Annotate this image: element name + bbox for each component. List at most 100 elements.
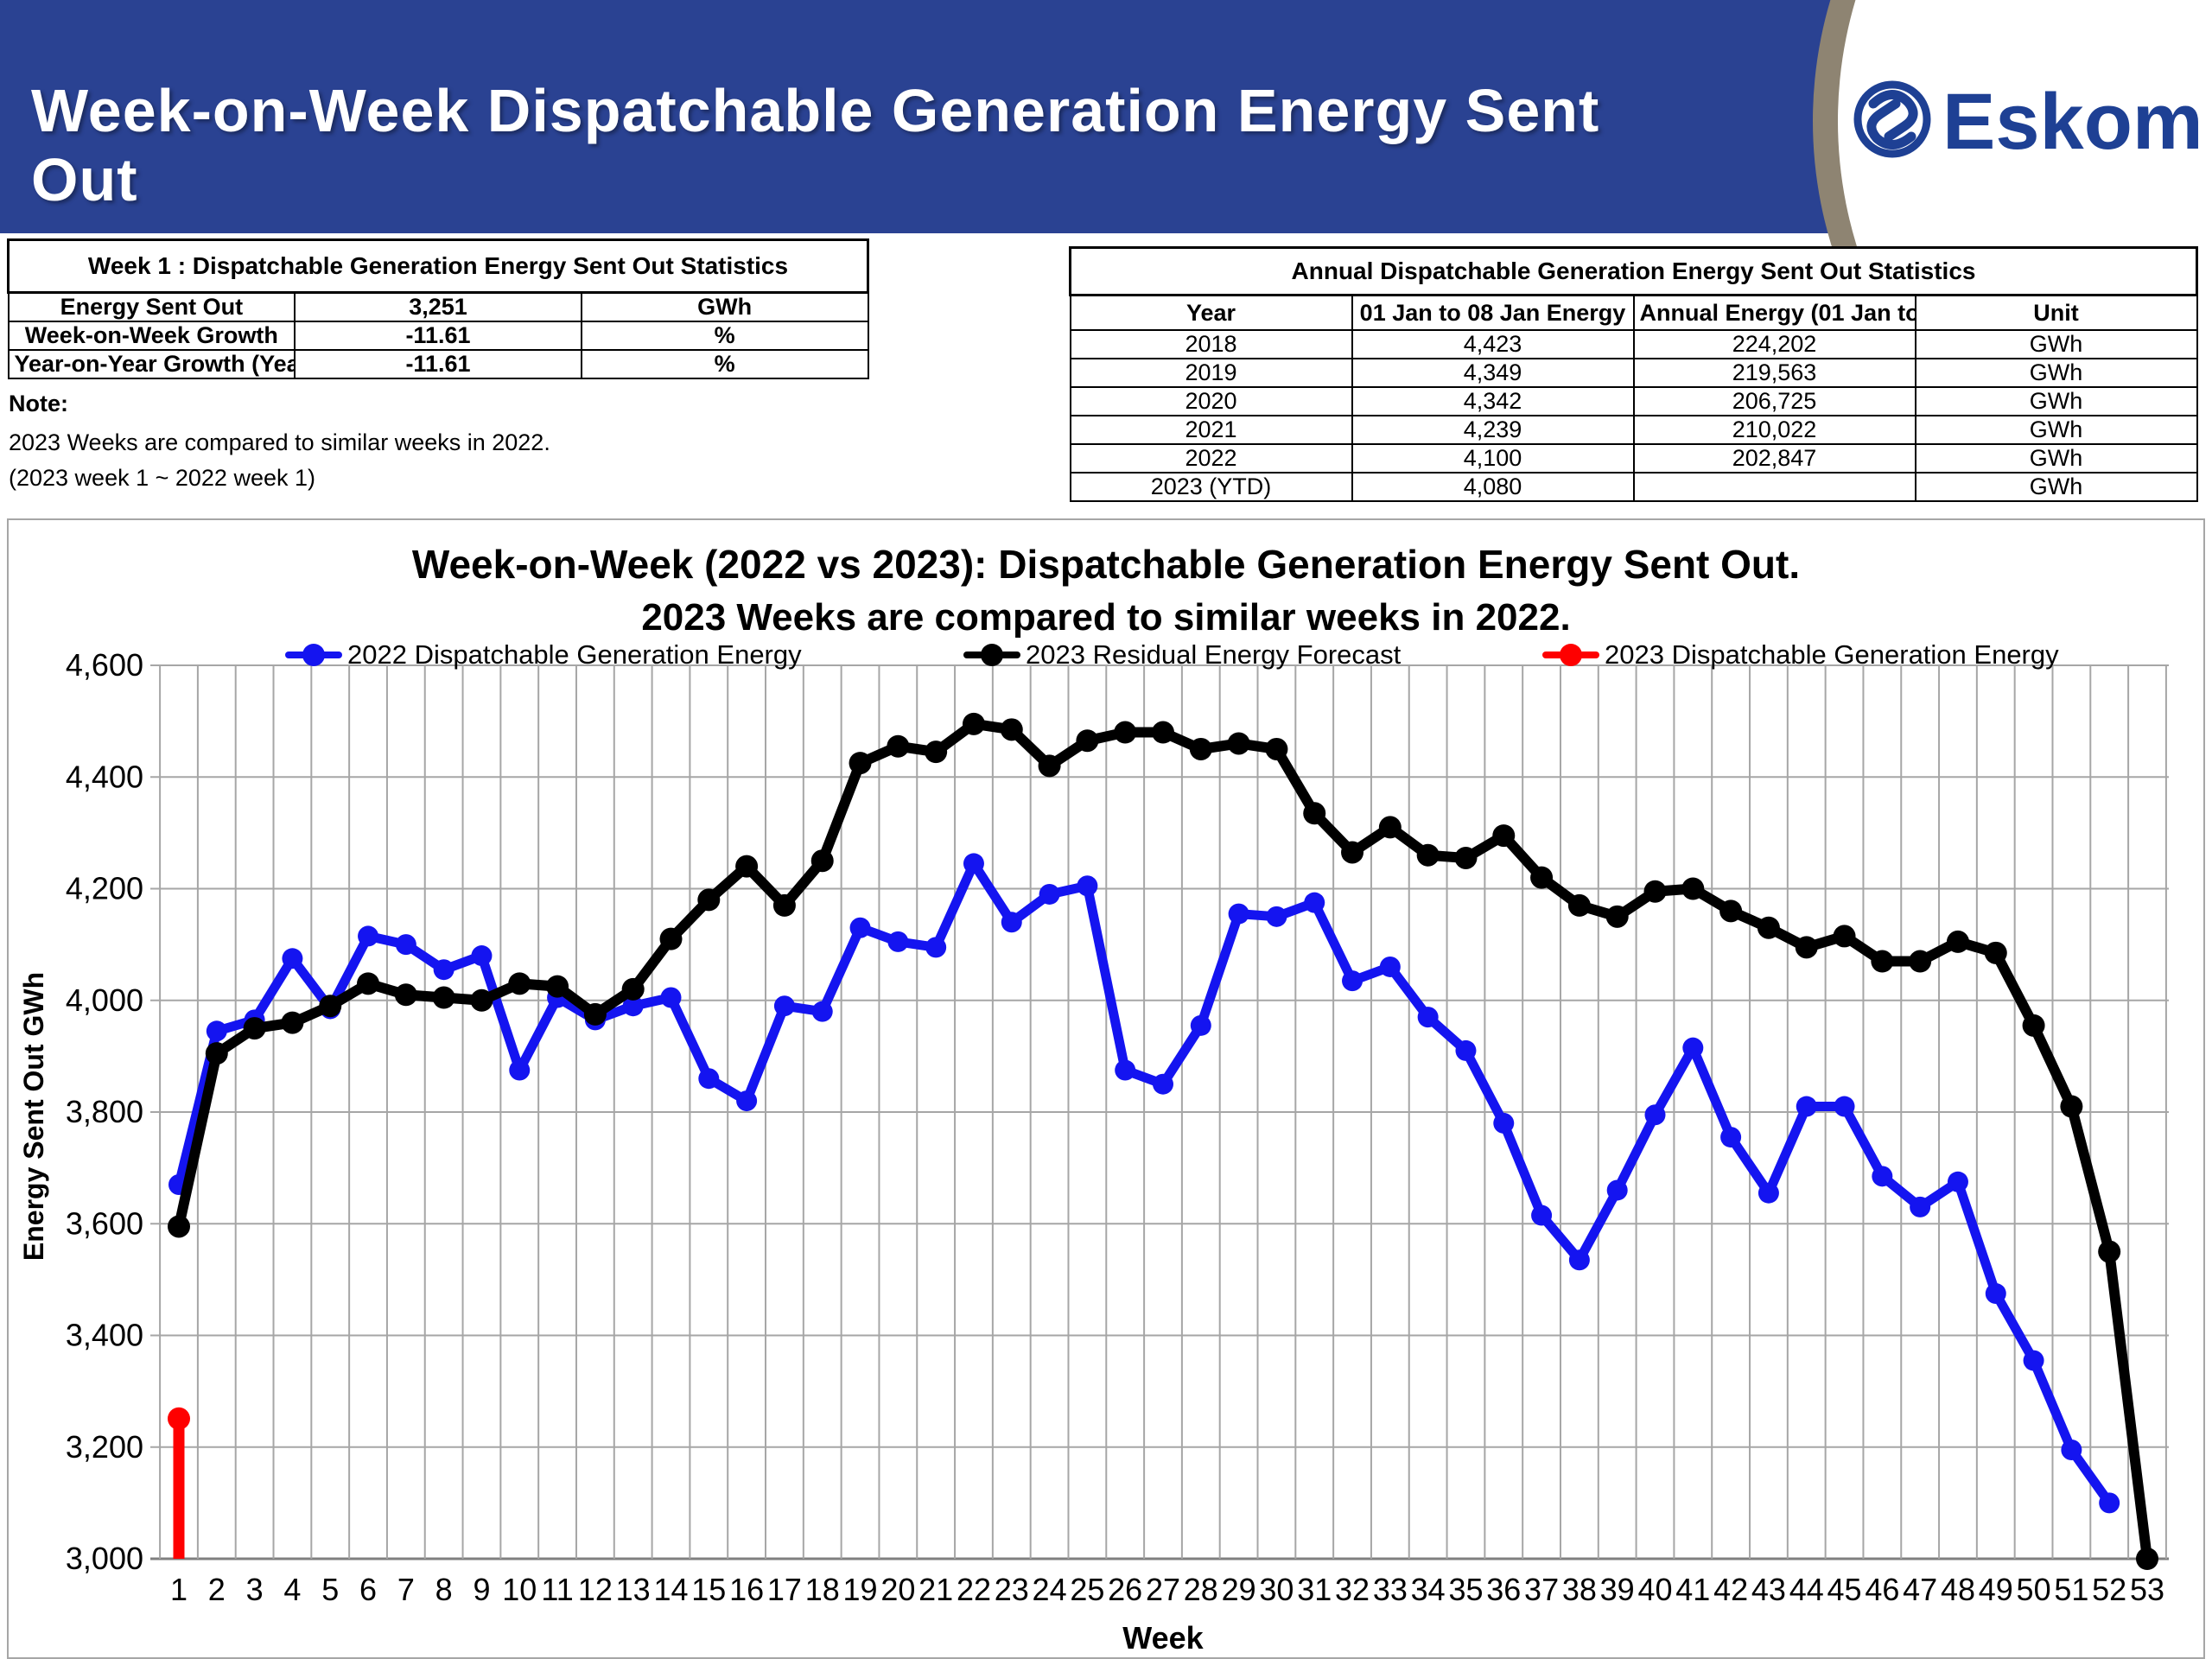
note-line: (2023 week 1 ~ 2022 week 1) — [9, 465, 315, 491]
annual-energy: 210,022 — [1632, 415, 1916, 445]
svg-text:10: 10 — [502, 1572, 537, 1607]
svg-text:21: 21 — [918, 1572, 953, 1607]
svg-text:3,200: 3,200 — [66, 1429, 143, 1465]
week-row-unit: % — [580, 321, 869, 351]
table-row: 2020 4,342 206,725 GWh — [1069, 386, 2198, 416]
series-0 — [168, 853, 2120, 1514]
svg-text:15: 15 — [691, 1572, 726, 1607]
svg-text:16: 16 — [729, 1572, 764, 1607]
svg-text:8: 8 — [435, 1572, 453, 1607]
week-row-value: 3,251 — [294, 291, 582, 322]
annual-energy: 202,847 — [1632, 443, 1916, 474]
svg-text:37: 37 — [1524, 1572, 1559, 1607]
week-row-unit: % — [580, 349, 869, 379]
note-block: Note: 2023 Weeks are compared to similar… — [9, 391, 550, 492]
annual-energy: 206,725 — [1632, 386, 1916, 416]
eskom-logo: Eskom — [1806, 0, 2212, 545]
gridlines — [150, 664, 2169, 1560]
annual-year: 2018 — [1069, 329, 1353, 359]
annual-unit: GWh — [1914, 415, 2198, 445]
legend-label: 2023 Residual Energy Forecast — [1026, 639, 1402, 670]
svg-text:43: 43 — [1751, 1572, 1786, 1607]
annual-unit: GWh — [1914, 386, 2198, 416]
svg-text:11: 11 — [541, 1572, 573, 1607]
svg-text:41: 41 — [1675, 1572, 1710, 1607]
week-row-unit: GWh — [580, 291, 869, 322]
annual-jan-energy: 4,349 — [1351, 358, 1635, 388]
week-statistics-table: Week 1 : Dispatchable Generation Energy … — [7, 238, 869, 379]
svg-text:40: 40 — [1637, 1572, 1672, 1607]
svg-text:51: 51 — [2054, 1572, 2088, 1607]
annual-jan-energy: 4,080 — [1351, 472, 1635, 502]
svg-text:20: 20 — [880, 1572, 915, 1607]
svg-text:4,400: 4,400 — [66, 759, 143, 794]
svg-text:14: 14 — [653, 1572, 688, 1607]
svg-text:27: 27 — [1146, 1572, 1180, 1607]
table-row: 2019 4,349 219,563 GWh — [1069, 358, 2198, 388]
svg-text:6: 6 — [359, 1572, 377, 1607]
svg-text:12: 12 — [578, 1572, 613, 1607]
legend-label: 2022 Dispatchable Generation Energy — [347, 639, 802, 670]
svg-text:39: 39 — [1600, 1572, 1635, 1607]
table-header-row: Year 01 Jan to 08 Jan Energy Annual Ener… — [1069, 294, 2198, 331]
legend-item-2022: 2022 Dispatchable Generation Energy — [285, 638, 802, 672]
svg-text:36: 36 — [1486, 1572, 1521, 1607]
eskom-emblem-icon — [1853, 80, 1931, 158]
chart-title: Week-on-Week (2022 vs 2023): Dispatchabl… — [411, 542, 1801, 587]
table-row: 2021 4,239 210,022 GWh — [1069, 415, 2198, 445]
chart-panel: 3,000 3,200 3,400 3,600 3,800 4,000 4,200 4,400… — [7, 518, 2205, 1659]
series-2 — [168, 1407, 190, 1559]
svg-text:38: 38 — [1562, 1572, 1597, 1607]
annual-year: 2020 — [1069, 386, 1353, 416]
y-axis-label: Energy Sent Out GWh — [18, 972, 49, 1261]
annual-jan-energy: 4,342 — [1351, 386, 1635, 416]
svg-text:31: 31 — [1297, 1572, 1332, 1607]
week-row-label: Week-on-Week Growth — [7, 321, 296, 351]
y-axis-ticks: 3,000 3,200 3,400 3,600 3,800 4,000 4,200 4,400… — [66, 647, 143, 1576]
series-1 — [168, 712, 2158, 1570]
annual-year: 2022 — [1069, 443, 1353, 474]
svg-text:47: 47 — [1903, 1572, 1937, 1607]
week-row-label: Energy Sent Out — [7, 291, 296, 322]
legend-marker-2023-actual — [1542, 644, 1599, 666]
annual-jan-energy: 4,423 — [1351, 329, 1635, 359]
svg-text:7: 7 — [397, 1572, 415, 1607]
annual-year: 2019 — [1069, 358, 1353, 388]
svg-text:32: 32 — [1335, 1572, 1370, 1607]
svg-text:5: 5 — [321, 1572, 339, 1607]
legend-marker-2023-forecast — [963, 644, 1020, 666]
svg-text:3,600: 3,600 — [66, 1205, 143, 1241]
page-title: Week-on-Week Dispatchable Generation Ene… — [31, 77, 1600, 213]
annual-jan-energy: 4,239 — [1351, 415, 1635, 445]
annual-col-header: Unit — [1914, 294, 2198, 331]
svg-text:23: 23 — [995, 1572, 1029, 1607]
annual-col-header: 01 Jan to 08 Jan Energy — [1351, 294, 1635, 331]
svg-text:4: 4 — [283, 1572, 301, 1607]
legend-marker-2022 — [285, 644, 342, 666]
svg-text:34: 34 — [1411, 1572, 1446, 1607]
table-row: Energy Sent Out 3,251 GWh — [7, 291, 869, 322]
legend-label: 2023 Dispatchable Generation Energy — [1605, 639, 2059, 670]
table-row: 2018 4,423 224,202 GWh — [1069, 329, 2198, 359]
chart-subtitle: 2023 Weeks are compared to similar weeks… — [641, 596, 1571, 639]
svg-text:46: 46 — [1865, 1572, 1899, 1607]
note-line: 2023 Weeks are compared to similar weeks… — [9, 429, 550, 455]
legend-item-2023-actual: 2023 Dispatchable Generation Energy — [1542, 638, 2059, 672]
svg-text:28: 28 — [1184, 1572, 1218, 1607]
week-row-value: -11.61 — [294, 349, 582, 379]
annual-energy: 224,202 — [1632, 329, 1916, 359]
week-row-label: Year-on-Year Growth (Year-to-Date) Annua… — [7, 349, 296, 379]
svg-text:4,600: 4,600 — [66, 647, 143, 683]
week-row-value: -11.61 — [294, 321, 582, 351]
note-heading: Note: — [9, 391, 68, 416]
svg-text:35: 35 — [1448, 1572, 1483, 1607]
annual-table-title: Annual Dispatchable Generation Energy Se… — [1069, 246, 2198, 296]
svg-text:52: 52 — [2092, 1572, 2126, 1607]
annual-statistics-table: Annual Dispatchable Generation Energy Se… — [1069, 246, 2198, 502]
eskom-logo-graphic: Eskom — [1806, 0, 2212, 545]
svg-text:3,800: 3,800 — [66, 1094, 143, 1129]
svg-text:2: 2 — [208, 1572, 226, 1607]
annual-jan-energy: 4,100 — [1351, 443, 1635, 474]
svg-text:3,000: 3,000 — [66, 1541, 143, 1576]
